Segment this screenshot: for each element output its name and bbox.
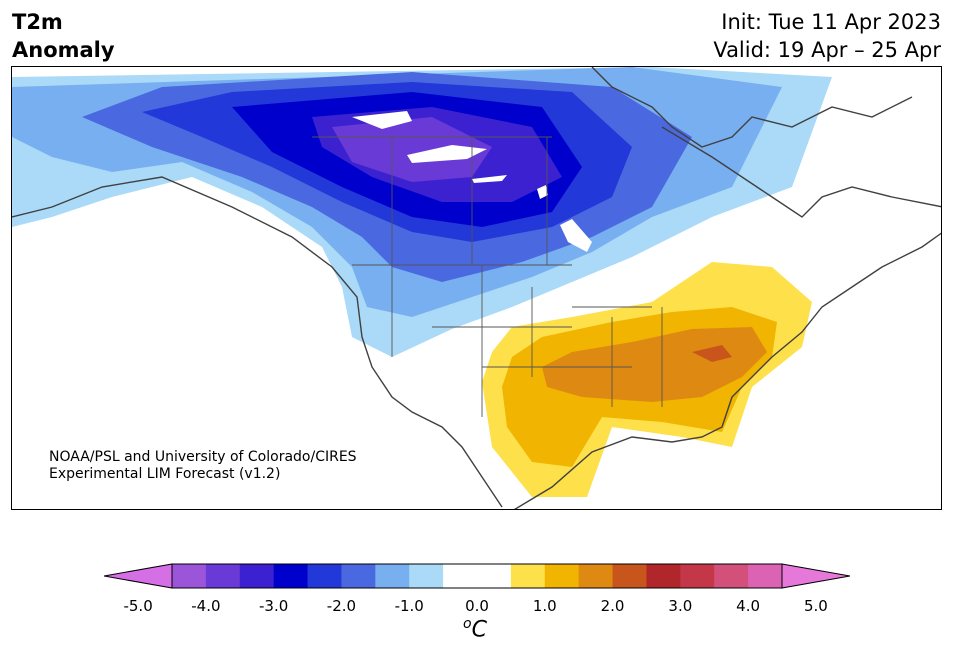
init-date: Init: Tue 11 Apr 2023: [721, 10, 941, 34]
forecast-credit: NOAA/PSL and University of Colorado/CIRE…: [49, 449, 357, 483]
colorbar-swatch: [205, 564, 241, 588]
colorbar-tick-label: -1.0: [394, 597, 424, 615]
colorbar-swatch: [510, 564, 546, 588]
colorbar-extend-low: [104, 563, 173, 589]
colorbar-tick-label: -2.0: [326, 597, 357, 615]
warm-anomaly-layer-3: [542, 327, 767, 402]
colorbar-swatch: [544, 564, 580, 588]
colorbar-swatch: [748, 564, 783, 588]
degree-symbol: o: [463, 616, 472, 632]
state-borders: [312, 136, 663, 417]
coastlines: [12, 67, 941, 509]
title-line-2: Anomaly: [12, 38, 115, 62]
colorbar-tick-label: 1.0: [532, 597, 557, 615]
colorbar-ticks: -5.0 -4.0 -3.0 -2.0 -1.0 0.0 1.0 2.0 3.0 4.0 5.0: [0, 597, 953, 617]
colorbar-swatch: [239, 564, 275, 588]
colorbar-swatch: [172, 564, 207, 588]
colorbar-tick-label: -3.0: [259, 597, 289, 615]
colorbar-tick-label: 4.0: [736, 597, 761, 615]
lake-5: [537, 185, 548, 199]
colorbar-swatch: [612, 564, 647, 588]
forecast-dates: Init: Tue 11 Apr 2023 Valid: 19 Apr – 25…: [713, 8, 941, 64]
colorbar-swatch: [273, 564, 309, 588]
colorbar-outline: [171, 563, 783, 589]
unit-label: oC: [463, 616, 487, 642]
colorbar-tick-label: -5.0: [123, 597, 153, 615]
colorbar-tick-label: 5.0: [803, 597, 828, 615]
colorbar-swatch: [477, 564, 512, 588]
colorbar-swatch: [680, 564, 715, 588]
colorbar-tick-label: 3.0: [668, 597, 693, 615]
unit-letter: C: [471, 617, 487, 643]
colorbar-swatch: [307, 564, 342, 588]
lake-3: [472, 175, 507, 183]
colorbar-swatch: [409, 564, 444, 588]
title-line-1: T2m: [12, 10, 63, 34]
colorbar-swatch: [646, 564, 681, 588]
colorbar: [104, 563, 850, 589]
colorbar-tick-label: 0.0: [465, 597, 489, 615]
lake-2: [407, 145, 487, 163]
colorbar-extend-high: [781, 563, 850, 589]
valid-range: Valid: 19 Apr – 25 Apr: [713, 38, 941, 62]
anomaly-map: [11, 66, 942, 510]
colorbar-swatch: [443, 564, 478, 588]
cold-anomaly-layer-7: [332, 117, 492, 182]
lake-1: [352, 111, 412, 129]
colorbar-swatch: [341, 564, 376, 588]
colorbar-tick-label: 2.0: [600, 597, 625, 615]
colorbar-swatch: [578, 564, 614, 588]
credit-line-2: Experimental LIM Forecast (v1.2): [49, 466, 281, 482]
colorbar-swatch: [375, 564, 410, 588]
colorbar-swatch: [714, 564, 749, 588]
map-title: T2m Anomaly: [12, 8, 115, 64]
warm-anomaly-layer-4: [692, 345, 732, 362]
map-canvas: [12, 67, 941, 509]
lake-4: [560, 219, 592, 252]
credit-line-1: NOAA/PSL and University of Colorado/CIRE…: [49, 449, 357, 465]
colorbar-tick-label: -4.0: [191, 597, 221, 615]
